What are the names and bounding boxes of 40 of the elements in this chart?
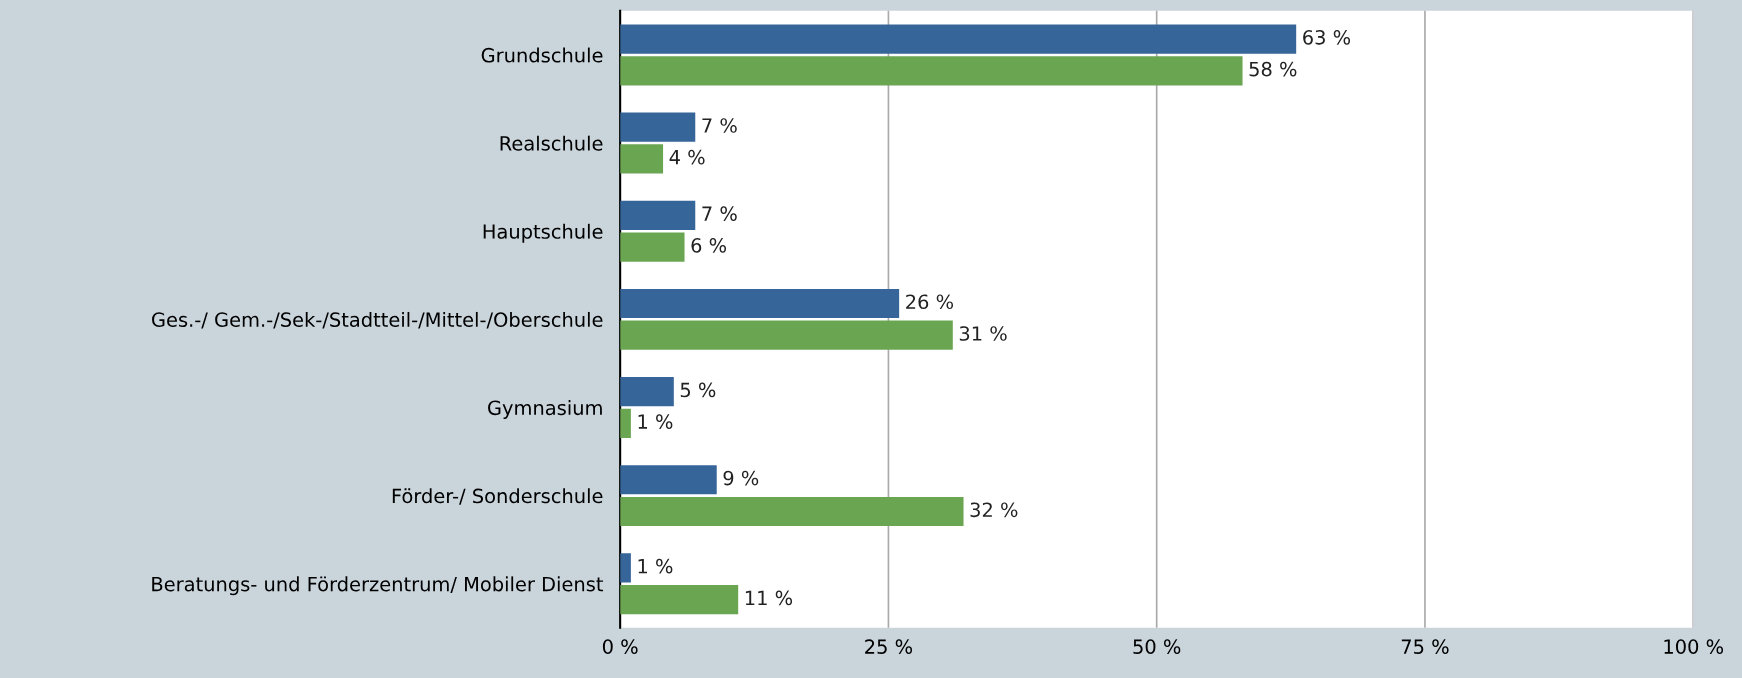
data-label: 6 % [691, 238, 727, 253]
data-label: 31 % [959, 326, 1007, 341]
data-label: 4 % [669, 149, 705, 165]
data-label: 11 % [745, 590, 793, 606]
x-tick-label: 100 % [1664, 639, 1724, 654]
bar [620, 56, 1243, 86]
x-tick-label: 75 % [1401, 639, 1449, 654]
bar [620, 496, 964, 527]
bar [620, 200, 696, 230]
y-tick-label: Ges.-/ Gem.-/Sek-/Stadtteil-/Mittel-/Oberschule [152, 311, 603, 329]
x-tick-label: 50 % [1133, 639, 1181, 654]
data-label: 1 % [638, 558, 673, 574]
bar [620, 288, 900, 319]
bar [620, 553, 631, 583]
y-tick-label: Gymnasium [488, 400, 602, 419]
bar [620, 24, 1297, 54]
bar [620, 144, 664, 174]
data-label: 7 % [702, 118, 737, 133]
data-label: 1 % [638, 414, 673, 429]
bar [620, 377, 674, 407]
data-label: 26 % [906, 294, 954, 310]
y-tick-label: Hauptschule [483, 223, 603, 243]
bar [620, 112, 696, 142]
bar [620, 320, 953, 350]
data-label: 58 % [1249, 61, 1297, 77]
y-tick-label: Förder-/ Sonderschule [392, 488, 603, 505]
bar [620, 232, 685, 262]
y-tick-label: Beratungs- und Förderzentrum/ Mobiler Dienst [152, 576, 604, 596]
y-tick-label: Grundschule [481, 47, 603, 63]
data-label: 9 % [723, 470, 759, 486]
y-tick-label: Realschule [500, 135, 603, 151]
data-label: 5 % [680, 382, 716, 398]
x-tick-label: 0 % [602, 639, 638, 654]
data-label: 63 % [1303, 29, 1351, 45]
bar [620, 465, 717, 495]
data-label: 32 % [970, 502, 1018, 518]
bar [620, 408, 631, 438]
bar [620, 585, 739, 615]
data-label: 7 % [702, 206, 737, 221]
x-tick-label: 25 % [865, 639, 913, 654]
